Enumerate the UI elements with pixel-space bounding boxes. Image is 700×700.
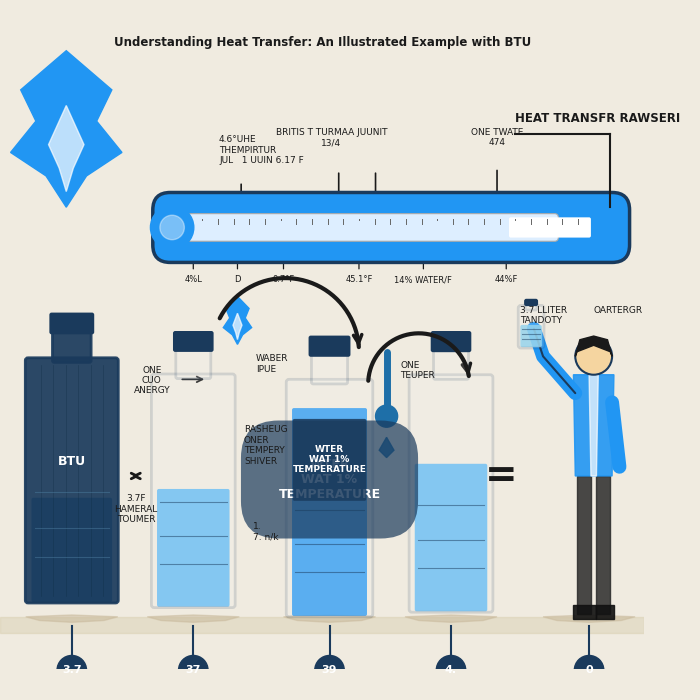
- Circle shape: [315, 655, 344, 685]
- Text: =: =: [485, 457, 518, 495]
- Text: 4.6°UHE
THEMPIRTUR
JUL   1 UUIN 6.17 F: 4.6°UHE THEMPIRTUR JUL 1 UUIN 6.17 F: [219, 135, 304, 165]
- Text: 3.7 LLITER
TANDOTY: 3.7 LLITER TANDOTY: [520, 306, 567, 325]
- FancyBboxPatch shape: [286, 379, 373, 617]
- FancyBboxPatch shape: [312, 353, 348, 384]
- FancyBboxPatch shape: [51, 314, 93, 333]
- Text: 0.7°F: 0.7°F: [272, 275, 295, 284]
- Circle shape: [375, 405, 398, 427]
- Polygon shape: [223, 297, 251, 344]
- Polygon shape: [26, 615, 118, 622]
- FancyBboxPatch shape: [32, 498, 112, 602]
- Circle shape: [436, 655, 466, 685]
- Polygon shape: [577, 476, 591, 614]
- FancyBboxPatch shape: [151, 374, 235, 608]
- Polygon shape: [596, 605, 614, 619]
- Polygon shape: [233, 313, 242, 340]
- Polygon shape: [379, 438, 394, 458]
- Text: 14% WATER/F: 14% WATER/F: [395, 275, 452, 284]
- FancyBboxPatch shape: [176, 348, 211, 379]
- Polygon shape: [284, 615, 375, 622]
- Circle shape: [160, 215, 184, 239]
- Text: WTER
WAT 1%
TEMPERATURE: WTER WAT 1% TEMPERATURE: [293, 444, 367, 475]
- FancyBboxPatch shape: [409, 374, 493, 612]
- Polygon shape: [0, 617, 644, 634]
- Polygon shape: [596, 476, 610, 614]
- Text: 37: 37: [186, 665, 201, 676]
- Text: Understanding Heat Transfer: An Illustrated Example with BTU: Understanding Heat Transfer: An Illustra…: [113, 36, 531, 49]
- Text: 44%F: 44%F: [494, 275, 518, 284]
- Text: WABER
IPUE: WABER IPUE: [256, 354, 288, 374]
- FancyBboxPatch shape: [153, 193, 629, 262]
- FancyBboxPatch shape: [174, 332, 212, 351]
- FancyBboxPatch shape: [187, 214, 559, 242]
- Polygon shape: [589, 374, 598, 476]
- Text: BRITIS T TURMAA JUUNIT
13/4: BRITIS T TURMAA JUUNIT 13/4: [276, 128, 387, 148]
- Text: 0: 0: [585, 665, 593, 676]
- Circle shape: [178, 655, 208, 685]
- FancyBboxPatch shape: [52, 330, 91, 363]
- Text: 39: 39: [322, 665, 337, 676]
- Text: OARTERGR: OARTERGR: [594, 306, 643, 315]
- Text: D: D: [234, 275, 241, 284]
- FancyBboxPatch shape: [414, 464, 487, 611]
- Circle shape: [574, 655, 604, 685]
- Circle shape: [150, 206, 194, 249]
- FancyBboxPatch shape: [157, 489, 230, 607]
- Text: 3.7F
HAMERAL
TOUMER: 3.7F HAMERAL TOUMER: [115, 494, 158, 524]
- FancyBboxPatch shape: [509, 217, 591, 237]
- FancyBboxPatch shape: [518, 305, 544, 348]
- FancyBboxPatch shape: [526, 300, 537, 304]
- FancyBboxPatch shape: [25, 358, 118, 603]
- Text: 4%L: 4%L: [184, 275, 202, 284]
- Text: 1.
7. n/k: 1. 7. n/k: [253, 522, 279, 541]
- Polygon shape: [405, 615, 497, 622]
- Text: BTU: BTU: [57, 455, 86, 468]
- FancyBboxPatch shape: [433, 348, 468, 379]
- Polygon shape: [543, 615, 635, 622]
- Text: WTER
WAT 1%
TEMPERATURE: WTER WAT 1% TEMPERATURE: [279, 458, 381, 501]
- Circle shape: [57, 655, 87, 685]
- Text: ONE TWATE
474: ONE TWATE 474: [471, 128, 523, 148]
- Polygon shape: [10, 50, 122, 207]
- FancyBboxPatch shape: [432, 332, 470, 351]
- Text: ONE
TEUPER: ONE TEUPER: [400, 361, 435, 380]
- Polygon shape: [48, 106, 84, 192]
- Polygon shape: [147, 615, 239, 622]
- Text: RASHEUG
ONER
TEMPERY
SHIVER: RASHEUG ONER TEMPERY SHIVER: [244, 426, 288, 466]
- Circle shape: [575, 338, 612, 374]
- Polygon shape: [573, 374, 614, 476]
- Text: 45.1°F: 45.1°F: [345, 275, 372, 284]
- Polygon shape: [575, 336, 612, 356]
- FancyBboxPatch shape: [310, 337, 349, 356]
- Text: 4.: 4.: [445, 665, 457, 676]
- Text: 3.7: 3.7: [62, 665, 82, 676]
- FancyBboxPatch shape: [293, 419, 366, 500]
- FancyBboxPatch shape: [520, 325, 542, 347]
- FancyBboxPatch shape: [525, 302, 537, 310]
- FancyBboxPatch shape: [292, 408, 367, 616]
- Text: HEAT TRANSFR RAWSERI: HEAT TRANSFR RAWSERI: [515, 113, 680, 125]
- Text: ONE
CUO
ANERGY: ONE CUO ANERGY: [134, 365, 170, 396]
- Polygon shape: [573, 605, 596, 619]
